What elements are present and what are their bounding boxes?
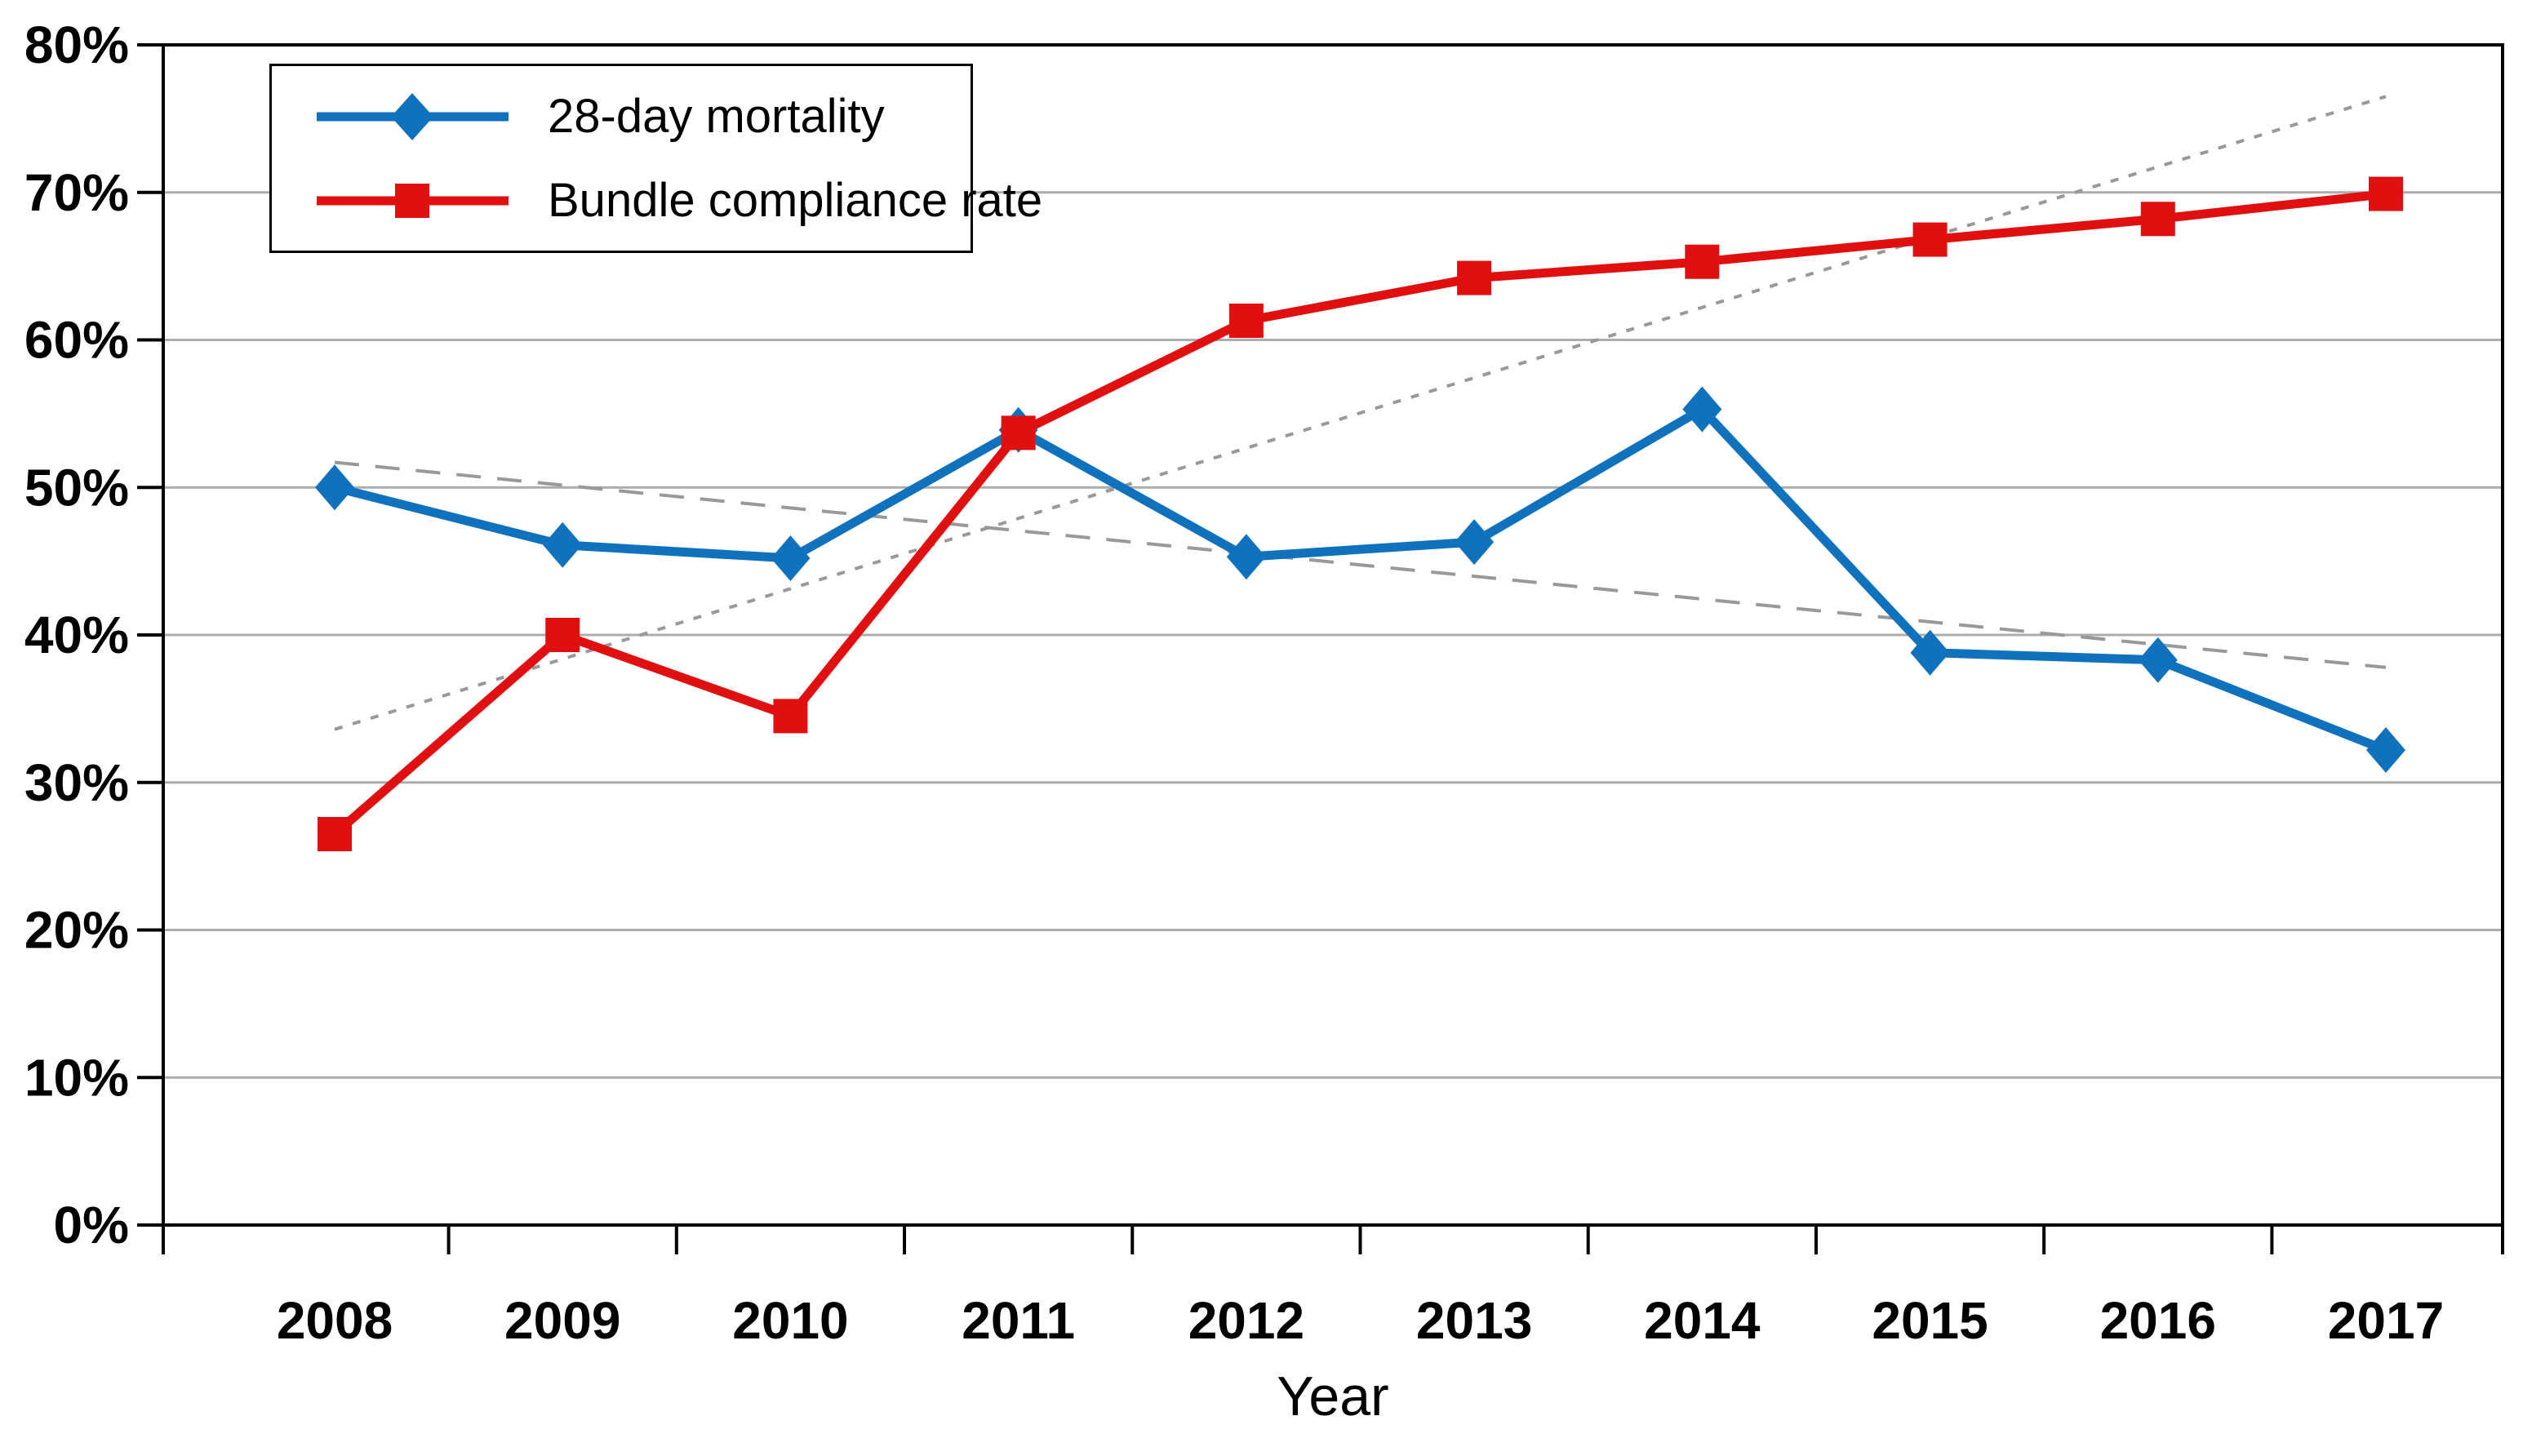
legend-label-compliance: Bundle compliance rate — [548, 173, 1043, 227]
x-axis-title: Year — [1277, 1365, 1389, 1427]
data-point-diamond — [2138, 637, 2178, 683]
y-tick-label: 70% — [24, 163, 129, 222]
data-point-square — [1912, 222, 1948, 257]
data-point-square — [1228, 304, 1264, 339]
compliance-series-marker-icon — [317, 183, 509, 218]
y-tick-label: 60% — [24, 311, 129, 370]
x-tick-label: 2017 — [2328, 1291, 2444, 1350]
x-tick-label: 2016 — [2100, 1291, 2216, 1350]
data-point-square — [545, 618, 580, 652]
series-line-square — [331, 189, 2387, 838]
x-tick-label: 2013 — [1416, 1291, 1532, 1350]
data-point-diamond — [1910, 629, 1950, 676]
x-tick-label: 2008 — [277, 1291, 393, 1350]
data-point-diamond — [315, 464, 354, 511]
data-point-diamond — [1226, 534, 1266, 580]
data-point-square — [318, 817, 352, 852]
x-tick-label: 2014 — [1644, 1291, 1761, 1350]
legend-item-mortality: 28-day mortality — [272, 80, 971, 153]
data-point-diamond — [1682, 386, 1722, 433]
x-tick-label: 2011 — [962, 1291, 1075, 1350]
y-tick-label: 10% — [24, 1048, 129, 1107]
data-point-square — [2140, 202, 2175, 237]
data-point-square — [1457, 260, 1492, 295]
data-point-square — [773, 699, 808, 734]
trendline-short-dash — [334, 95, 2387, 731]
legend: 28-day mortality Bundle compliance rate — [269, 64, 1042, 253]
y-tick-label: 0% — [54, 1196, 130, 1254]
x-tick-label: 2015 — [1872, 1291, 1988, 1350]
series-line-diamond — [333, 404, 2388, 755]
trendline-long-dash — [334, 460, 2387, 669]
y-tick-label: 50% — [24, 458, 129, 517]
x-tick-label: 2012 — [1188, 1291, 1304, 1350]
y-tick-label: 20% — [24, 901, 129, 960]
legend-item-compliance: Bundle compliance rate — [272, 164, 1042, 237]
data-point-diamond — [543, 522, 583, 568]
legend-label-mortality: 28-day mortality — [548, 89, 885, 143]
data-point-square — [2368, 176, 2403, 211]
data-point-square — [1001, 415, 1036, 451]
data-point-square — [1685, 244, 1720, 279]
y-tick-label: 80% — [24, 16, 129, 74]
x-tick-label: 2009 — [504, 1291, 620, 1350]
x-tick-label: 2010 — [732, 1291, 848, 1350]
y-tick-label: 30% — [24, 753, 129, 812]
y-tick-label: 40% — [24, 606, 129, 664]
data-point-diamond — [1455, 519, 1495, 566]
data-point-diamond — [2365, 726, 2405, 773]
data-point-diamond — [771, 535, 811, 582]
mortality-series-marker-icon — [317, 92, 509, 140]
